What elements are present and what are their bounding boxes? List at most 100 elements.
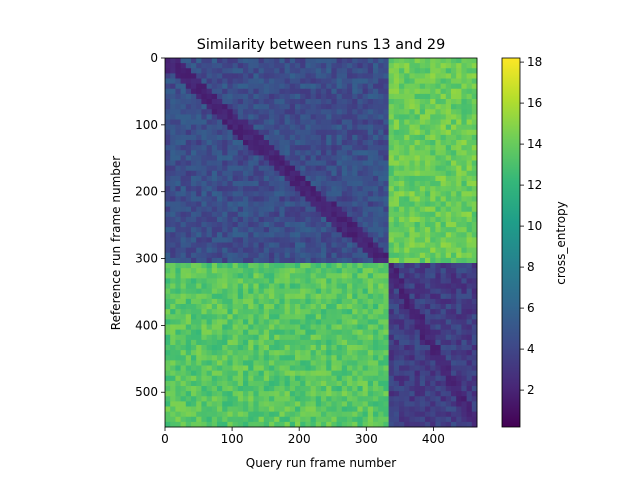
heatmap-cell: [321, 99, 327, 105]
heatmap-cell: [180, 350, 187, 356]
heatmap-cell: [180, 304, 187, 310]
heatmap-cell: [451, 411, 457, 418]
heatmap-cell: [414, 252, 421, 259]
heatmap-cell: [227, 309, 233, 315]
heatmap-cell: [471, 365, 478, 372]
heatmap-cell: [440, 99, 447, 105]
heatmap-cell: [284, 104, 291, 110]
heatmap-cell: [321, 222, 327, 228]
heatmap-cell: [310, 145, 317, 151]
heatmap-cell: [378, 83, 384, 90]
heatmap-cell: [388, 237, 395, 243]
heatmap-cell: [388, 160, 395, 167]
heatmap-cell: [284, 298, 291, 305]
heatmap-cell: [404, 401, 410, 407]
heatmap-cell: [185, 339, 192, 346]
heatmap-cell: [414, 222, 421, 228]
heatmap-cell: [336, 324, 343, 331]
heatmap-cell: [274, 324, 280, 331]
heatmap-cell: [279, 93, 285, 100]
heatmap-cell: [399, 257, 405, 264]
heatmap-cell: [170, 93, 176, 100]
heatmap-cell: [196, 99, 202, 105]
heatmap-cell: [274, 78, 280, 85]
heatmap-cell: [263, 401, 270, 407]
heatmap-cell: [211, 237, 218, 243]
heatmap-cell: [456, 227, 462, 233]
heatmap-cell: [430, 355, 436, 361]
heatmap-cell: [409, 104, 415, 110]
heatmap-cell: [331, 411, 337, 418]
heatmap-cell: [404, 319, 410, 325]
heatmap-cell: [352, 283, 358, 290]
heatmap-cell: [378, 268, 384, 274]
heatmap-cell: [310, 88, 317, 95]
heatmap-cell: [222, 58, 228, 64]
heatmap-cell: [217, 365, 223, 372]
heatmap-cell: [232, 365, 239, 372]
heatmap-cell: [191, 324, 197, 331]
heatmap-cell: [399, 288, 405, 295]
heatmap-cell: [295, 237, 301, 243]
heatmap-cell: [263, 88, 270, 95]
heatmap-cell: [269, 68, 275, 74]
heatmap-cell: [274, 181, 280, 187]
heatmap-cell: [222, 222, 228, 228]
heatmap-cell: [445, 396, 452, 402]
heatmap-cell: [310, 268, 317, 274]
heatmap-cell: [232, 334, 239, 341]
heatmap-cell: [347, 124, 353, 131]
heatmap-cell: [466, 380, 473, 387]
heatmap-cell: [258, 150, 265, 156]
heatmap-cell: [414, 396, 421, 402]
heatmap-cell: [367, 104, 374, 110]
heatmap-cell: [435, 339, 441, 346]
heatmap-cell: [263, 232, 270, 238]
heatmap-cell: [471, 309, 478, 315]
heatmap-cell: [170, 309, 176, 315]
heatmap-cell: [357, 181, 363, 187]
heatmap-cell: [263, 78, 270, 85]
heatmap-cell: [222, 145, 228, 151]
heatmap-cell: [279, 273, 285, 279]
heatmap-cell: [310, 345, 317, 351]
heatmap-cell: [440, 140, 447, 146]
heatmap-cell: [362, 206, 369, 213]
heatmap-cell: [461, 324, 467, 331]
heatmap-cell: [399, 375, 405, 382]
heatmap-cell: [456, 360, 462, 366]
heatmap-cell: [461, 263, 467, 269]
heatmap-cell: [253, 252, 259, 259]
heatmap-cell: [419, 104, 426, 110]
heatmap-cell: [269, 165, 275, 172]
heatmap-cell: [430, 206, 436, 213]
heatmap-cell: [165, 350, 171, 356]
heatmap-cell: [435, 211, 441, 218]
heatmap-cell: [191, 263, 197, 269]
heatmap-cell: [404, 93, 410, 100]
heatmap-cell: [362, 257, 369, 264]
heatmap-cell: [258, 124, 265, 131]
heatmap-cell: [341, 350, 348, 356]
heatmap-cell: [336, 247, 343, 254]
heatmap-cell: [243, 150, 249, 156]
heatmap-cell: [217, 58, 223, 64]
heatmap-cell: [393, 155, 400, 161]
heatmap-cell: [165, 237, 171, 243]
heatmap-cell: [217, 99, 223, 105]
heatmap-cell: [331, 68, 337, 74]
y-tick-label: 400: [135, 318, 158, 332]
heatmap-cell: [326, 58, 332, 64]
heatmap-cell: [336, 93, 343, 100]
heatmap-cell: [315, 129, 322, 136]
heatmap-cell: [196, 160, 202, 167]
heatmap-cell: [206, 263, 213, 269]
heatmap-cell: [466, 160, 473, 167]
heatmap-cell: [399, 186, 405, 192]
heatmap-cell: [310, 134, 317, 141]
heatmap-cell: [196, 242, 202, 249]
heatmap-cell: [206, 129, 213, 136]
heatmap-cell: [284, 406, 291, 413]
heatmap-cell: [336, 268, 343, 274]
heatmap-cell: [289, 324, 296, 331]
